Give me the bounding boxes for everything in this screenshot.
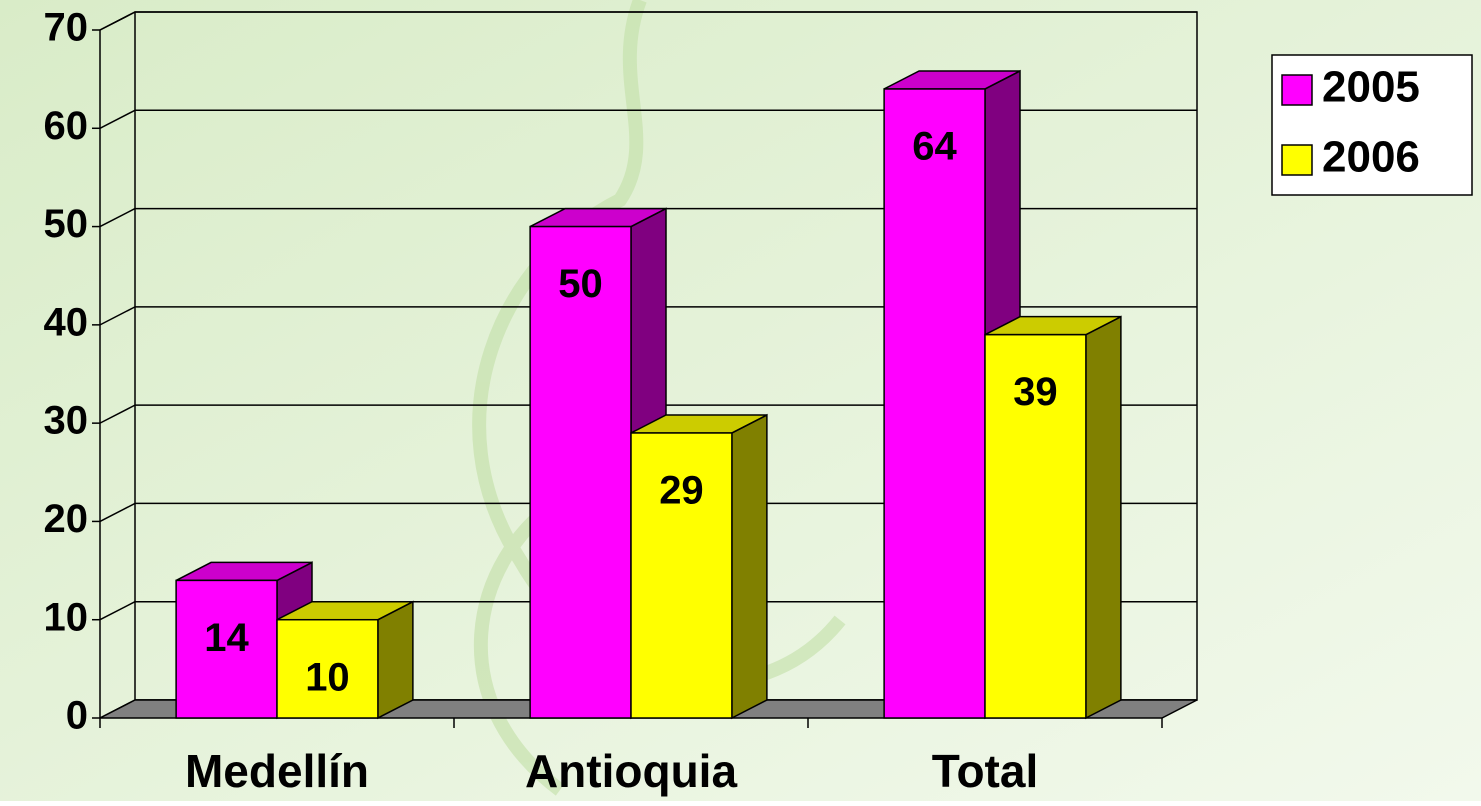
y-tick-label: 60 [44, 104, 89, 148]
x-tick-label: Total [932, 745, 1038, 797]
bar-side [1085, 315, 1122, 720]
grid-line-side [99, 502, 136, 523]
grid-line-side [99, 404, 136, 424]
x-tick-label: Antioquia [525, 745, 737, 797]
legend-swatch [1281, 74, 1313, 106]
value-label: 39 [1013, 370, 1058, 414]
bar-side [377, 600, 414, 720]
y-tick-label: 0 [66, 694, 88, 738]
grid-line-side [99, 207, 136, 228]
legend-label: 2005 [1322, 63, 1420, 112]
bar [276, 618, 379, 719]
value-label: 14 [204, 616, 249, 660]
grid-line-side [99, 109, 136, 129]
bar [984, 333, 1087, 719]
legend-swatch [1281, 144, 1313, 176]
x-tick-label: Medellín [185, 745, 369, 797]
bar [529, 225, 632, 719]
y-tick-label: 50 [44, 202, 89, 246]
y-tick-label: 70 [44, 6, 89, 50]
y-tick-label: 30 [44, 399, 89, 443]
bar-side [731, 413, 768, 720]
bar [630, 432, 733, 719]
value-label: 10 [305, 655, 350, 699]
value-label: 29 [659, 469, 704, 513]
y-tick-label: 10 [44, 595, 89, 639]
legend-label: 2006 [1322, 133, 1420, 182]
grid-line-side [99, 11, 136, 31]
value-label: 50 [558, 262, 603, 306]
grid-line-side [99, 306, 136, 326]
value-label: 64 [912, 125, 957, 169]
y-tick-label: 20 [44, 497, 89, 541]
y-tick-label: 40 [44, 300, 89, 344]
bar [883, 88, 986, 719]
bar [175, 579, 278, 719]
grid-line-side [99, 601, 136, 621]
